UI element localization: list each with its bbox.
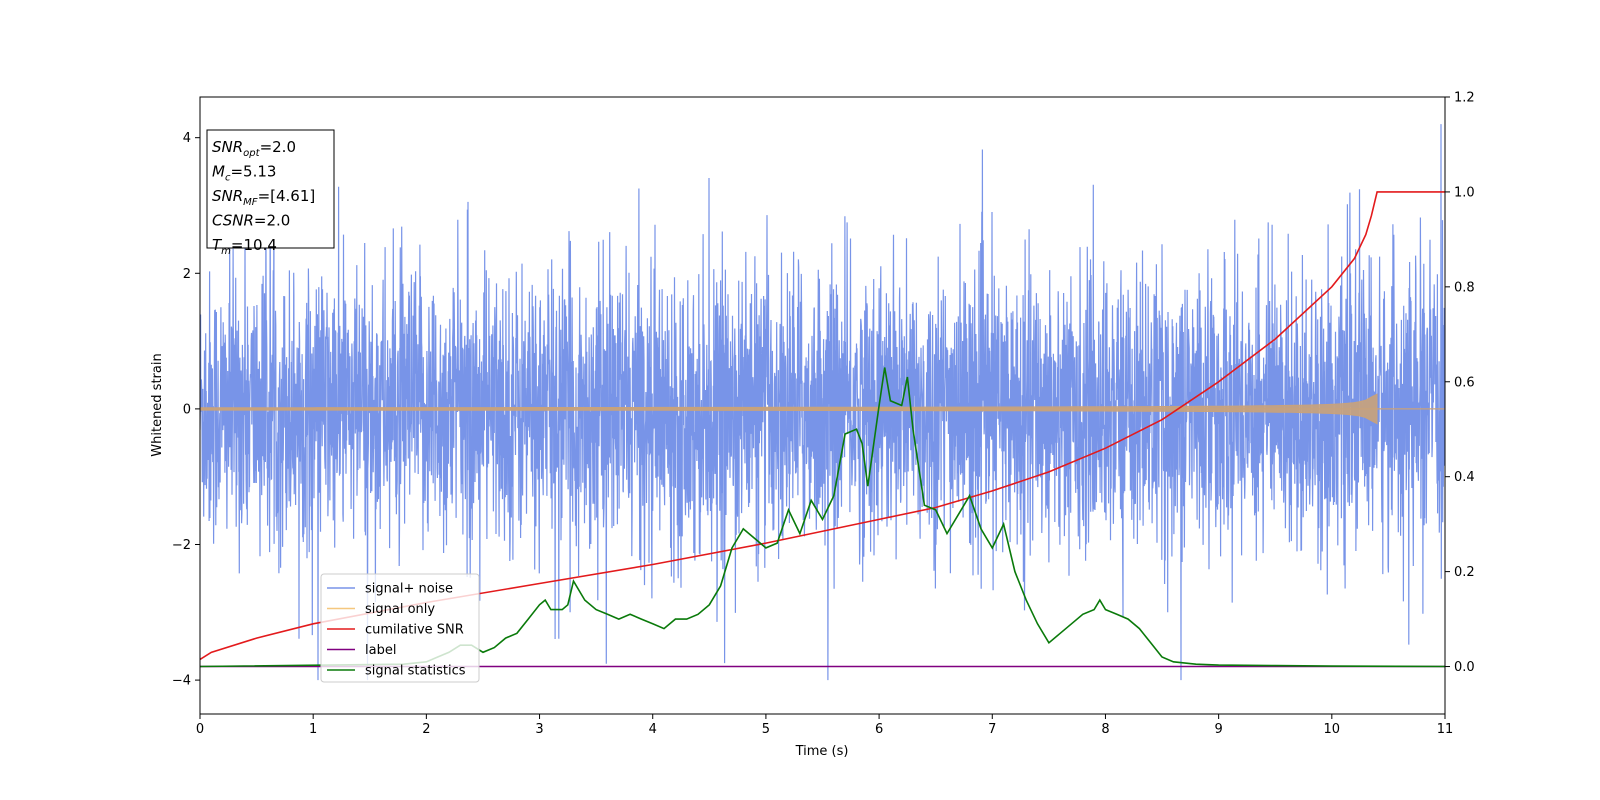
- right-y-tick-label: 0.6: [1454, 375, 1475, 390]
- info-box-line: SNRMF=[4.61]: [212, 187, 315, 208]
- legend: signal+ noise signal only cumilative SNR la…: [320, 573, 480, 683]
- left-y-axis-ticks: −4 −2 0 2 4: [172, 131, 200, 689]
- x-axis-label: Time (s): [795, 744, 849, 759]
- signal-statistics-line: [200, 367, 1445, 668]
- x-tick-label: 3: [535, 722, 543, 737]
- left-y-tick-label: −4: [172, 674, 191, 689]
- legend-label: signal only: [365, 602, 435, 617]
- right-y-axis-ticks: 0.0 0.2 0.4 0.6 0.8 1.0 1.2: [1445, 91, 1475, 675]
- info-box-line: SNRopt=2.0: [212, 138, 296, 159]
- plot-frame: [199, 96, 1446, 715]
- right-y-tick-label: 0.8: [1454, 280, 1475, 295]
- x-tick-label: 2: [422, 722, 430, 737]
- info-box-line: Tm=10.4: [212, 236, 277, 257]
- legend-label: cumilative SNR: [365, 623, 464, 638]
- x-tick-label: 5: [762, 722, 770, 737]
- info-box-line: CSNR=2.0: [212, 212, 290, 230]
- x-tick-label: 10: [1324, 722, 1341, 737]
- x-tick-label: 1: [309, 722, 317, 737]
- signal-only-series: [200, 393, 1445, 425]
- x-tick-label: 0: [196, 722, 204, 737]
- y-axis-label: Whitened strain: [150, 353, 165, 456]
- x-tick-label: 8: [1101, 722, 1109, 737]
- right-y-tick-label: 1.0: [1454, 185, 1475, 200]
- x-tick-label: 9: [1214, 722, 1222, 737]
- legend-label: signal+ noise: [365, 582, 453, 597]
- right-y-tick-label: 0.4: [1454, 470, 1475, 485]
- right-y-tick-label: 1.2: [1454, 91, 1475, 106]
- x-tick-label: 6: [875, 722, 883, 737]
- info-box-line: Mc=5.13: [212, 163, 276, 184]
- signal-noise-series: [200, 124, 1445, 681]
- x-tick-label: 7: [988, 722, 996, 737]
- legend-label: label: [365, 643, 396, 658]
- x-axis-ticks: 0 1 2 3 4 5 6 7 8 9 10 11: [196, 714, 1453, 737]
- right-y-tick-label: 0.2: [1454, 565, 1475, 580]
- legend-entries: signal+ noise signal only cumilative SNR la…: [327, 582, 466, 679]
- info-box-lines: SNRopt=2.0 Mc=5.13 SNRMF=[4.61] CSNR=2.0 Tm=…: [212, 138, 315, 257]
- info-box: SNRopt=2.0 Mc=5.13 SNRMF=[4.61] CSNR=2.0 Tm=…: [206, 129, 335, 257]
- signal-noise-trace: [200, 124, 1445, 681]
- right-y-tick-label: 0.0: [1454, 660, 1475, 675]
- legend-frame: [320, 573, 480, 683]
- x-tick-label: 11: [1437, 722, 1454, 737]
- signal-only-envelope: [200, 393, 1378, 425]
- left-y-tick-label: 0: [183, 402, 191, 417]
- x-tick-label: 4: [649, 722, 657, 737]
- info-box-frame: [206, 129, 335, 249]
- left-y-tick-label: 4: [183, 131, 191, 146]
- legend-label: signal statistics: [365, 664, 466, 679]
- left-y-tick-label: 2: [183, 267, 191, 282]
- left-y-tick-label: −2: [172, 538, 191, 553]
